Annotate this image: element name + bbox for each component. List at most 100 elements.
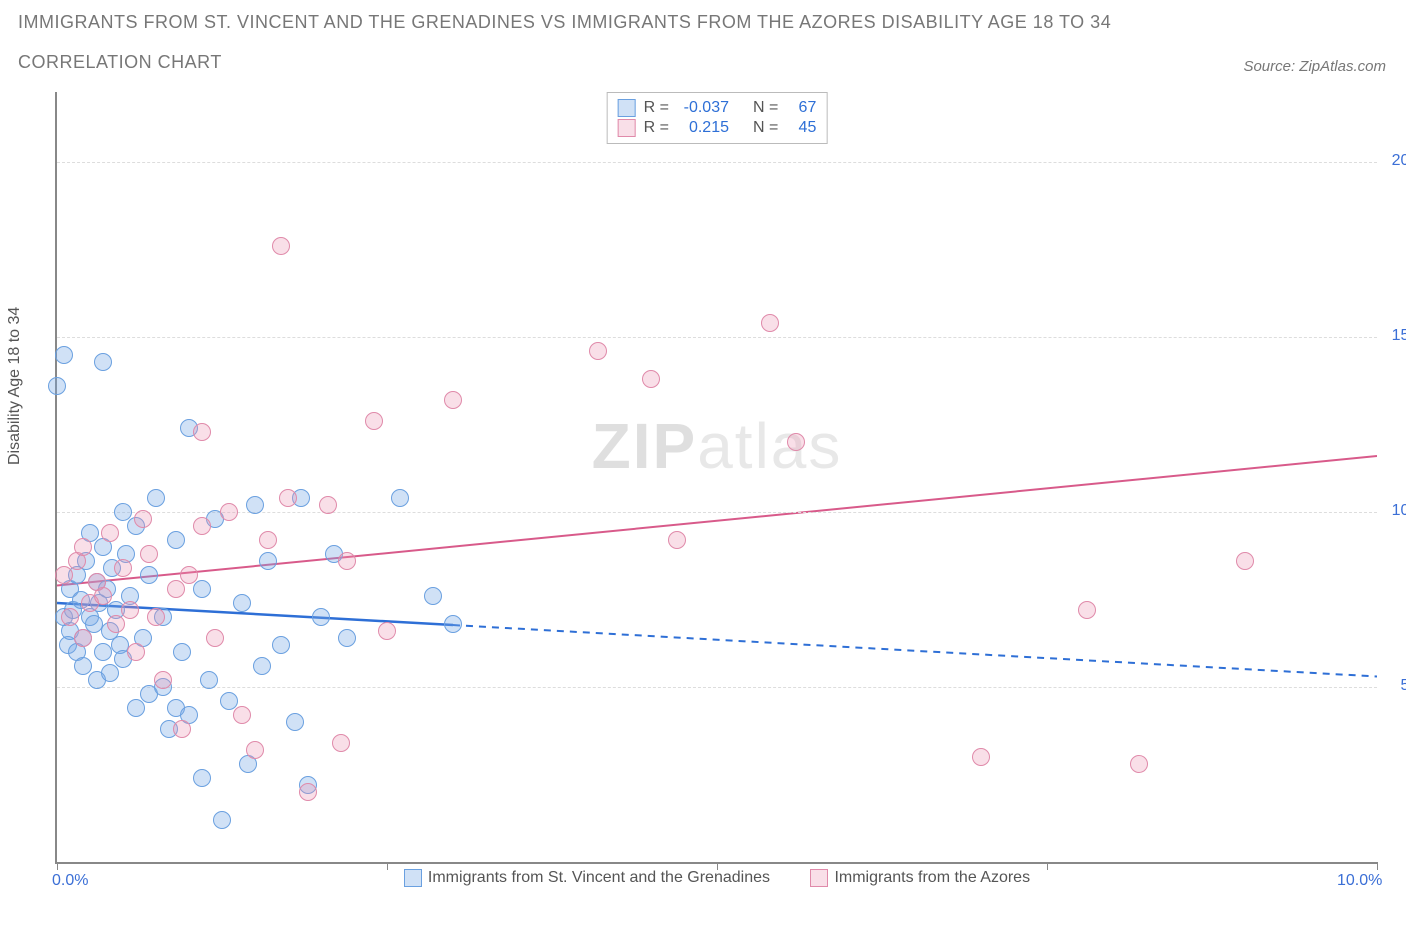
data-point <box>787 433 805 451</box>
x-tick <box>717 862 718 870</box>
data-point <box>272 237 290 255</box>
x-tick <box>1377 862 1378 870</box>
data-point <box>1130 755 1148 773</box>
data-point <box>761 314 779 332</box>
legend-row-series-1: R = -0.037 N = 67 <box>618 99 817 117</box>
data-point <box>101 664 119 682</box>
n-value-2: 45 <box>786 119 816 137</box>
gridline <box>57 337 1377 338</box>
data-point <box>74 538 92 556</box>
y-tick-label: 5.0% <box>1382 677 1406 695</box>
data-point <box>94 353 112 371</box>
data-point <box>121 601 139 619</box>
x-tick <box>387 862 388 870</box>
r-value-2: 0.215 <box>677 119 729 137</box>
data-point <box>134 510 152 528</box>
data-point <box>312 608 330 626</box>
n-label: N = <box>753 119 778 137</box>
y-tick-label: 10.0% <box>1382 502 1406 520</box>
legend-item-2: Immigrants from the Azores <box>810 869 1030 887</box>
data-point <box>319 496 337 514</box>
data-point <box>365 412 383 430</box>
x-tick <box>57 862 58 870</box>
correlation-legend: R = -0.037 N = 67 R = 0.215 N = 45 <box>607 92 828 144</box>
data-point <box>253 657 271 675</box>
data-point <box>55 566 73 584</box>
data-point <box>1078 601 1096 619</box>
data-point <box>972 748 990 766</box>
data-point <box>299 783 317 801</box>
x-tick-label: 10.0% <box>1337 872 1382 890</box>
y-axis-title: Disability Age 18 to 34 <box>6 307 24 465</box>
legend-swatch-2 <box>618 119 636 137</box>
data-point <box>94 587 112 605</box>
data-point <box>55 346 73 364</box>
data-point <box>154 671 172 689</box>
scatter-plot-area: ZIPatlas R = -0.037 N = 67 R = 0.215 N =… <box>55 92 1377 864</box>
data-point <box>424 587 442 605</box>
data-point <box>279 489 297 507</box>
data-point <box>200 671 218 689</box>
y-tick-label: 20.0% <box>1382 152 1406 170</box>
data-point <box>338 552 356 570</box>
data-point <box>338 629 356 647</box>
data-point <box>140 545 158 563</box>
chart-title-line2: CORRELATION CHART <box>18 52 222 73</box>
data-point <box>378 622 396 640</box>
data-point <box>167 580 185 598</box>
chart-title-line1: IMMIGRANTS FROM ST. VINCENT AND THE GREN… <box>18 12 1111 33</box>
data-point <box>147 489 165 507</box>
data-point <box>444 391 462 409</box>
legend-row-series-2: R = 0.215 N = 45 <box>618 119 817 137</box>
data-point <box>246 741 264 759</box>
data-point <box>259 552 277 570</box>
data-point <box>193 769 211 787</box>
series-legend: Immigrants from St. Vincent and the Gren… <box>57 869 1377 892</box>
x-tick-label: 0.0% <box>52 872 88 890</box>
data-point <box>101 524 119 542</box>
data-point <box>246 496 264 514</box>
legend-swatch-1 <box>618 99 636 117</box>
data-point <box>127 699 145 717</box>
data-point <box>48 377 66 395</box>
data-point <box>193 580 211 598</box>
data-point <box>668 531 686 549</box>
n-value-1: 67 <box>786 99 816 117</box>
data-point <box>147 608 165 626</box>
legend-swatch-bottom-1 <box>404 869 422 887</box>
data-point <box>589 342 607 360</box>
data-point <box>127 643 145 661</box>
data-point <box>114 559 132 577</box>
gridline <box>57 162 1377 163</box>
r-label: R = <box>644 99 669 117</box>
data-point <box>220 503 238 521</box>
data-point <box>107 615 125 633</box>
r-label: R = <box>644 119 669 137</box>
data-point <box>173 720 191 738</box>
data-point <box>233 594 251 612</box>
data-point <box>213 811 231 829</box>
data-point <box>173 643 191 661</box>
source-attribution: Source: ZipAtlas.com <box>1243 58 1386 75</box>
legend-swatch-bottom-2 <box>810 869 828 887</box>
data-point <box>286 713 304 731</box>
x-tick <box>1047 862 1048 870</box>
data-point <box>332 734 350 752</box>
data-point <box>94 643 112 661</box>
data-point <box>259 531 277 549</box>
y-tick-label: 15.0% <box>1382 327 1406 345</box>
data-point <box>206 629 224 647</box>
legend-item-1: Immigrants from St. Vincent and the Gren… <box>404 869 770 887</box>
data-point <box>193 517 211 535</box>
data-point <box>1236 552 1254 570</box>
gridline <box>57 687 1377 688</box>
data-point <box>233 706 251 724</box>
data-point <box>642 370 660 388</box>
watermark: ZIPatlas <box>592 409 843 483</box>
legend-label-2: Immigrants from the Azores <box>834 869 1030 887</box>
data-point <box>61 608 79 626</box>
r-value-1: -0.037 <box>677 99 729 117</box>
data-point <box>74 629 92 647</box>
n-label: N = <box>753 99 778 117</box>
data-point <box>391 489 409 507</box>
